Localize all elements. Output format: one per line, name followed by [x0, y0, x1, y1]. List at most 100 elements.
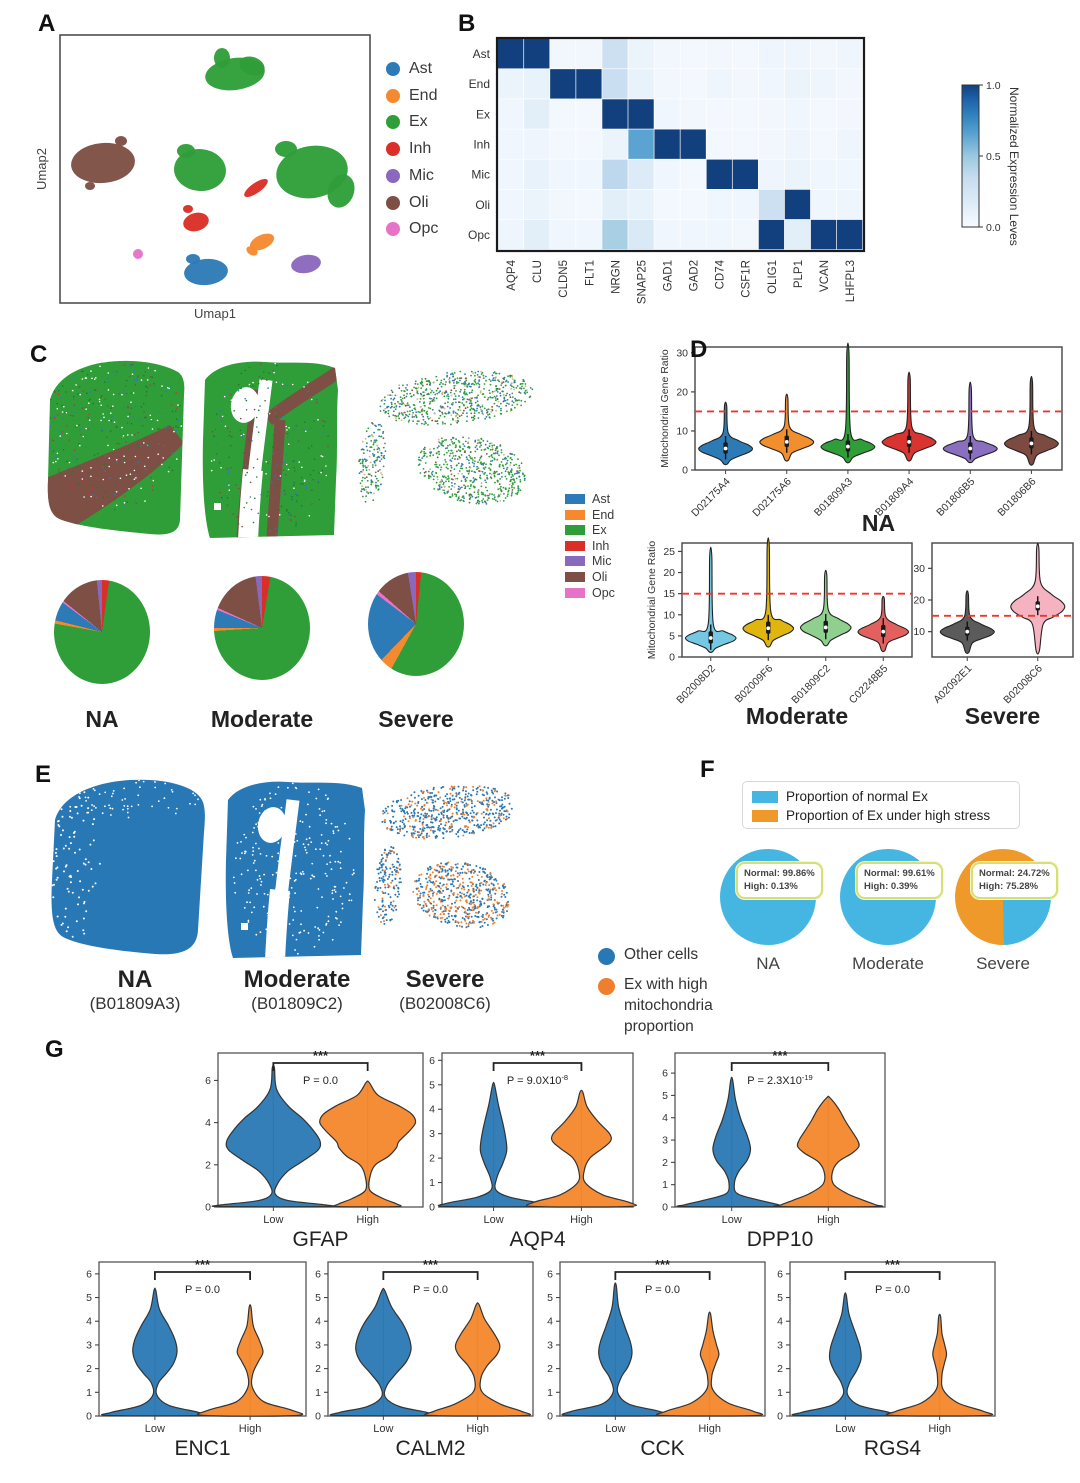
- umap-cluster-ex: [174, 148, 226, 192]
- heatmap-cell: [576, 189, 602, 220]
- heatmap-cell: [706, 129, 732, 159]
- d-ylabel: Mitochondrial Gene Ratio: [659, 349, 671, 468]
- d-sample-label: B02008D2: [674, 663, 718, 707]
- umap-cluster-ex: [239, 56, 265, 76]
- heatmap-cell: [550, 159, 576, 190]
- heatmap-col-label: GAD1: [662, 260, 674, 291]
- heatmap-cell: [784, 99, 811, 129]
- heatmap-cell: [706, 159, 732, 190]
- g-ytick: 0: [429, 1202, 435, 1214]
- d-sample-label: D02175A6: [750, 476, 794, 520]
- g-ytick: 6: [315, 1268, 321, 1280]
- g-cat-label: High: [928, 1423, 951, 1435]
- heatmap-cell: [810, 69, 837, 99]
- sig-stars: ***: [530, 1048, 546, 1063]
- panel-b: Ast End Ex Inh Mic Oli Opc AQP4 CLU CLDN5 FLT1 NRGN…: [468, 36, 1021, 304]
- heatmap-col-label: VCAN: [819, 260, 831, 292]
- g-ytick: 4: [86, 1316, 92, 1328]
- tissue-e-na: [51, 779, 205, 955]
- violin-rgs4-high: [885, 1313, 994, 1417]
- heatmap-cell: [758, 189, 785, 220]
- gene-name-dpp10: DPP10: [747, 1228, 814, 1251]
- heatmap-cell: [706, 69, 732, 99]
- g-ytick: 6: [429, 1055, 435, 1067]
- g-ytick: 4: [547, 1316, 553, 1328]
- heatmap-cell: [758, 69, 785, 99]
- heatmap-cell: [758, 159, 785, 190]
- heatmap-cell: [836, 159, 863, 190]
- heatmap-cell: [810, 219, 837, 250]
- violin-enc1-high: [197, 1304, 304, 1417]
- violin-B01809C2: [799, 569, 852, 647]
- p-value: P = 0.0: [875, 1284, 910, 1296]
- heatmap-cell: [732, 39, 759, 69]
- g-cat-label: High: [356, 1214, 379, 1226]
- violin-B01806B6: [1003, 375, 1059, 466]
- umap-cluster-inh: [183, 205, 193, 213]
- heatmap-cell: [602, 189, 628, 220]
- heatmap-cell: [654, 129, 680, 159]
- g-ytick: 2: [777, 1363, 783, 1375]
- heatmap-cell: [498, 69, 524, 99]
- heatmap-cell: [784, 69, 811, 99]
- panel-a-label: A: [38, 10, 56, 37]
- d-ytick: 10: [663, 609, 675, 621]
- heatmap-cell: [550, 219, 576, 250]
- violin-gfap-high: [319, 1080, 417, 1208]
- heatmap-row-label: Mic: [471, 168, 490, 182]
- heatmap-cell: [706, 39, 732, 69]
- d-sample-label: B01806B5: [934, 476, 977, 519]
- heatmap-cell: [628, 189, 654, 220]
- heatmap-cell: [550, 129, 576, 159]
- heatmap-col-label: CLU: [532, 260, 544, 283]
- umap-cluster-ex: [275, 141, 297, 157]
- violin-aqp4-high: [525, 1089, 638, 1208]
- g-ytick: 2: [86, 1363, 92, 1375]
- g-cat-label: High: [698, 1423, 721, 1435]
- heatmap-cell: [576, 39, 602, 69]
- heatmap-cell: [498, 159, 524, 190]
- violin-cck-high: [655, 1311, 764, 1417]
- g-ytick: 5: [547, 1292, 553, 1304]
- heatmap-col-label: AQP4: [506, 259, 518, 290]
- heatmap-cell: [784, 39, 811, 69]
- heatmap-cell: [524, 219, 550, 250]
- colorbar-tick: 0.0: [986, 222, 1001, 234]
- umap-cluster-ex: [327, 174, 355, 208]
- heatmap-cell: [836, 39, 863, 69]
- g-ytick: 3: [662, 1135, 668, 1147]
- heatmap-cell: [836, 99, 863, 129]
- d-sample-label: B01809A3: [812, 476, 855, 519]
- gene-name-enc1: ENC1: [174, 1437, 230, 1460]
- panel-e-tissues: [51, 779, 513, 958]
- heatmap-row-label: Opc: [468, 228, 490, 242]
- heatmap-cell: [680, 159, 706, 190]
- heatmap-cell: [680, 69, 706, 99]
- heatmap-cell: [628, 99, 654, 129]
- g-ytick: 3: [777, 1339, 783, 1351]
- g-ytick: 5: [429, 1079, 435, 1091]
- tissue-e-severe: [373, 785, 513, 929]
- violin-B02009F6: [742, 537, 795, 648]
- panel-g: 0 2 4 6 Low High *** P = 0.0 GFAP 0 1 2 3 4 5 6 Low High *…: [86, 1048, 996, 1460]
- heatmap-cell: [602, 69, 628, 99]
- heatmap-cell: [784, 159, 811, 190]
- umap-cluster-oli: [85, 182, 95, 190]
- heatmap-cell: [524, 39, 550, 69]
- sig-bracket: [492, 1062, 583, 1071]
- heatmap-cell: [576, 99, 602, 129]
- g-ytick: 5: [86, 1292, 92, 1304]
- heatmap-cell: [576, 219, 602, 250]
- heatmap-cell: [602, 39, 628, 69]
- heatmap-cell: [498, 129, 524, 159]
- heatmap-cell: [836, 219, 863, 250]
- heatmap-col-label: LHFPL3: [845, 260, 857, 302]
- g-ytick: 3: [547, 1339, 553, 1351]
- heatmap-cell: [498, 189, 524, 220]
- g-ytick: 6: [547, 1268, 553, 1280]
- d-ytick: 0: [669, 652, 675, 664]
- g-ytick: 2: [547, 1363, 553, 1375]
- heatmap-cell: [602, 159, 628, 190]
- sig-bracket: [614, 1271, 711, 1280]
